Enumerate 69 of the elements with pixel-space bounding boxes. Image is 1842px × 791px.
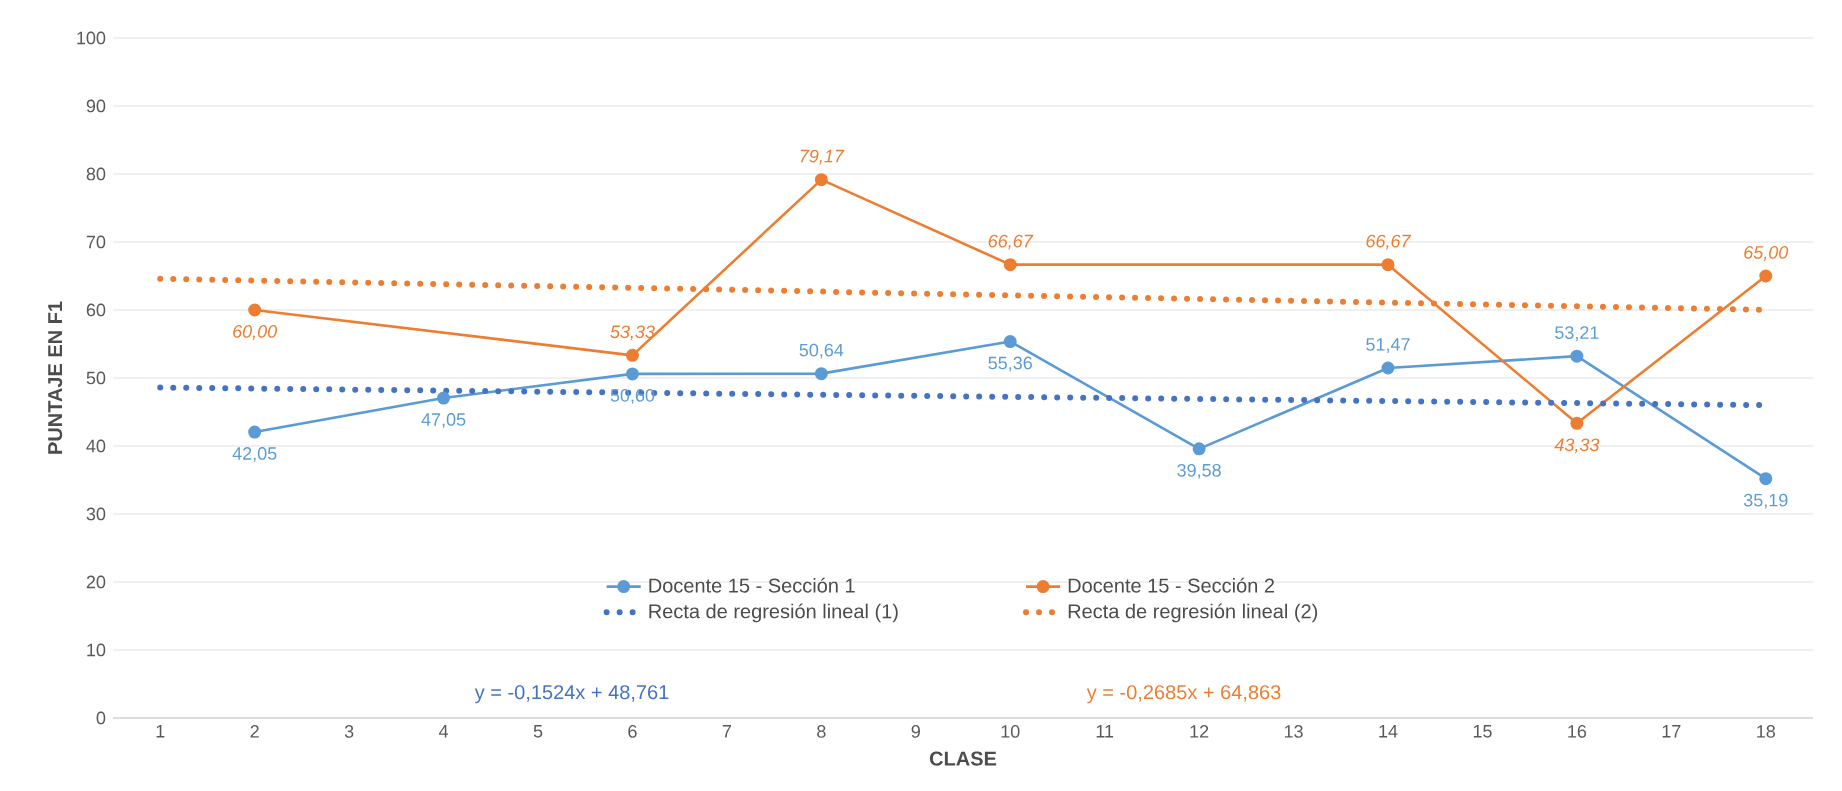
- y-tick-label: 0: [96, 711, 106, 725]
- x-axis-title: CLASE: [929, 751, 997, 766]
- y-tick-label: 60: [86, 303, 106, 317]
- y-tick-label: 30: [86, 507, 106, 521]
- point: [248, 425, 262, 439]
- x-tick-label: 6: [628, 725, 637, 738]
- y-tick-label: 100: [77, 31, 106, 45]
- x-tick-label: 1: [156, 725, 165, 738]
- data-label: 39,58: [1177, 463, 1221, 479]
- data-label: 53,33: [610, 325, 655, 341]
- x-tick-label: 16: [1568, 725, 1587, 738]
- point: [248, 303, 262, 317]
- point: [1192, 442, 1206, 456]
- y-tick-label: 40: [86, 439, 106, 453]
- data-label: 65,00: [1744, 246, 1789, 261]
- point: [814, 173, 828, 187]
- x-tick-label: 11: [1096, 725, 1114, 738]
- legend-label: Recta de regresión lineal (1): [649, 603, 898, 623]
- x-tick-label: 5: [533, 725, 543, 738]
- point: [625, 367, 639, 381]
- legend-label: Docente 15 - Sección 1: [649, 577, 855, 593]
- x-tick-label: 15: [1473, 725, 1492, 738]
- x-tick-label: 3: [344, 725, 354, 738]
- y-tick-label: 80: [86, 167, 106, 181]
- data-label: 51,47: [1366, 338, 1410, 353]
- legend-label: Docente 15 - Sección 2: [1068, 577, 1275, 593]
- y-axis-title: PUNTAJE EN F1: [48, 301, 63, 454]
- x-tick-label: 18: [1757, 725, 1775, 738]
- y-tick-label: 70: [86, 235, 106, 249]
- data-label: 66,67: [1366, 234, 1412, 250]
- x-tick-label: 12: [1190, 725, 1209, 738]
- point: [1003, 335, 1017, 349]
- point: [1003, 258, 1017, 272]
- data-label: 42,05: [232, 447, 277, 462]
- annotation: y = -0,1524x + 48,761: [474, 685, 669, 704]
- data-label: 66,67: [988, 234, 1034, 250]
- point: [1381, 258, 1395, 272]
- point: [814, 367, 828, 381]
- y-tick-label: 20: [86, 575, 106, 589]
- x-tick-label: 7: [722, 725, 731, 738]
- data-label: 43,33: [1554, 438, 1600, 454]
- data-label: 35,19: [1743, 493, 1788, 509]
- data-label: 60,00: [233, 325, 278, 340]
- legend-label: Recta de regresión lineal (2): [1068, 603, 1318, 623]
- annotation: y = -0,2685x + 64,863: [1086, 685, 1281, 704]
- x-tick-label: 9: [911, 725, 920, 738]
- data-label: 53,21: [1555, 326, 1599, 342]
- point: [1381, 361, 1395, 375]
- y-tick-label: 50: [86, 371, 106, 385]
- point: [1759, 472, 1773, 486]
- data-label: 79,17: [800, 149, 845, 165]
- data-label: 50,60: [610, 388, 655, 404]
- x-tick-label: 4: [438, 725, 449, 738]
- x-tick-label: 14: [1379, 725, 1398, 738]
- x-tick-label: 8: [817, 725, 826, 738]
- x-tick-label: 10: [1001, 725, 1020, 738]
- data-label: 50,64: [799, 343, 844, 359]
- point: [1570, 416, 1584, 430]
- x-tick-label: 2: [250, 725, 259, 738]
- y-tick-label: 10: [87, 643, 106, 657]
- point: [437, 391, 451, 405]
- point: [1570, 349, 1584, 363]
- data-label: 47,05: [421, 413, 466, 428]
- y-tick-label: 90: [86, 99, 106, 113]
- point: [625, 348, 639, 362]
- data-label: 55,36: [988, 356, 1032, 372]
- x-tick-label: 17: [1662, 725, 1681, 738]
- point: [1759, 269, 1773, 283]
- x-tick-label: 13: [1284, 725, 1303, 738]
